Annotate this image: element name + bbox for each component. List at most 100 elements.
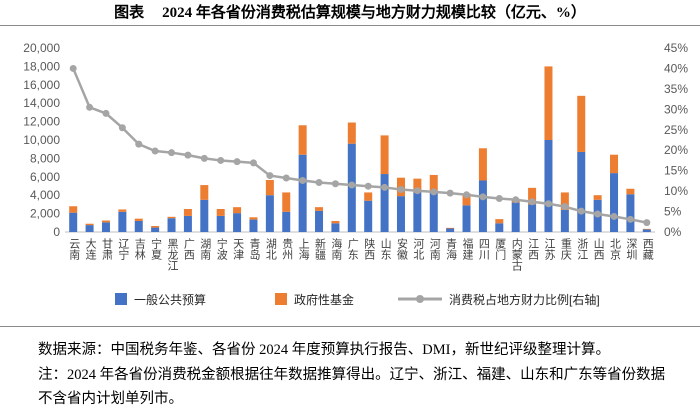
bar-government-fund: [577, 95, 586, 152]
bar-general-budget: [495, 223, 504, 232]
bar-government-fund: [200, 185, 209, 200]
bar-government-fund: [183, 209, 192, 216]
legend-label-tax-ratio: 消费税占地方财力比例[右轴]: [449, 292, 600, 307]
tax-ratio-marker: [626, 215, 634, 223]
bar-government-fund: [101, 220, 110, 223]
bar-general-budget: [364, 200, 373, 232]
tax-ratio-marker: [200, 154, 208, 162]
bar-government-fund: [429, 174, 438, 191]
x-tick-label: 甘肃: [100, 238, 113, 260]
bar-general-budget: [216, 215, 225, 232]
y-left-tick-label: 0: [53, 225, 60, 239]
y-left-tick-label: 12,000: [23, 115, 60, 129]
x-tick-label: 陕西: [362, 238, 375, 260]
x-tick-label: 江苏: [542, 238, 555, 260]
bar-government-fund: [118, 209, 127, 212]
note-line-1: 注：2024 年各省份消费税金额根据往年数据推算得出。辽宁、浙江、福建、山东和广…: [38, 367, 666, 383]
tax-ratio-marker: [282, 174, 290, 182]
consumption-tax-chart: 0 2,000 4,000 6,000 8,000 10,000 12,000 14,000 1…: [23, 41, 688, 239]
bar-government-fund: [528, 187, 537, 205]
x-tick-label: 广西: [182, 238, 195, 260]
bar-government-fund: [298, 125, 307, 155]
x-tick-label: 安徽: [395, 238, 408, 260]
bar-government-fund: [610, 154, 619, 174]
tax-ratio-marker: [577, 207, 585, 215]
tax-ratio-marker: [217, 156, 225, 164]
bar-general-budget: [315, 210, 324, 232]
y-left-tick-label: 2,000: [30, 207, 60, 221]
bar-general-budget: [396, 196, 405, 232]
bar-government-fund: [462, 193, 471, 206]
tax-ratio-marker: [266, 172, 274, 180]
y-right-tick-label: 20%: [664, 143, 688, 157]
x-tick-label: 内蒙古: [510, 238, 523, 271]
bar-general-budget: [462, 205, 471, 232]
x-tick-label: 江西: [526, 238, 539, 260]
y-right-tick-label: 15%: [664, 164, 688, 178]
bar-government-fund: [446, 227, 455, 229]
tax-ratio-marker: [594, 210, 602, 218]
x-tick-label: 北京: [608, 238, 621, 260]
bar-government-fund: [560, 192, 569, 210]
tax-ratio-marker: [463, 191, 471, 199]
x-tick-label: 黑龙江: [166, 238, 179, 271]
bar-general-budget: [233, 213, 242, 232]
tax-ratio-marker: [118, 124, 126, 132]
bar-government-fund: [265, 180, 274, 196]
x-tick-label: 厦门: [493, 238, 506, 260]
legend-label-general-budget: 一般公共预算: [134, 292, 207, 307]
bar-general-budget: [298, 154, 307, 232]
bar-government-fund: [626, 188, 635, 195]
y-right-tick-label: 40%: [664, 61, 688, 75]
bar-general-budget: [528, 204, 537, 232]
x-tick-label: 吉林: [133, 238, 146, 260]
bar-government-fund: [331, 220, 340, 224]
tax-ratio-marker: [561, 203, 569, 211]
x-tick-label: 浙江: [575, 238, 588, 260]
tax-ratio-marker: [446, 189, 454, 197]
y-left-tick-label: 6,000: [30, 170, 60, 184]
bar-government-fund: [85, 223, 94, 226]
bar-general-budget: [331, 223, 340, 232]
bar-general-budget: [151, 227, 160, 232]
tax-ratio-marker: [430, 188, 438, 196]
note-line-2: 不含省内计划单列市。: [38, 391, 183, 407]
bar-government-fund: [216, 209, 225, 216]
tax-ratio-marker: [610, 212, 618, 220]
tax-ratio-marker: [544, 200, 552, 208]
bar-government-fund: [315, 207, 324, 211]
tax-ratio-marker: [643, 219, 651, 227]
bar-general-budget: [413, 192, 422, 232]
bar-general-budget: [249, 219, 258, 232]
bar-general-budget: [577, 151, 586, 232]
chart-title-label: 图表: [114, 5, 145, 21]
tax-ratio-line: [72, 67, 648, 224]
bar-general-budget: [610, 173, 619, 232]
bar-government-fund: [347, 122, 356, 144]
x-tick-label: 山东: [379, 238, 392, 260]
x-tick-label: 青海: [444, 238, 457, 260]
bar-government-fund: [380, 135, 389, 175]
x-tick-label: 贵州: [280, 238, 293, 260]
tax-ratio-marker: [331, 180, 339, 188]
bar-general-budget: [429, 190, 438, 232]
x-tick-label: 广东: [346, 238, 359, 260]
bar-general-budget: [626, 194, 635, 232]
legend-swatch-government-fund: [275, 293, 287, 305]
x-tick-label: 天津: [231, 238, 244, 260]
bar-general-budget: [101, 222, 110, 232]
y-right-tick-label: 5%: [664, 205, 682, 219]
bar-general-budget: [200, 199, 209, 232]
bar-general-budget: [478, 180, 487, 232]
bar-general-budget: [134, 220, 143, 232]
x-tick-label: 青岛: [247, 238, 260, 260]
legend-item-general-budget: 一般公共预算: [115, 290, 206, 308]
tax-ratio-marker: [102, 109, 110, 117]
bar-government-fund: [151, 226, 160, 228]
bar-general-budget: [560, 209, 569, 232]
bar-general-budget: [167, 218, 176, 232]
bar-government-fund: [495, 219, 504, 224]
x-tick-label: 宁波: [215, 238, 228, 260]
x-tick-label: 大连: [84, 238, 97, 260]
y-left-tick-label: 8,000: [30, 151, 60, 165]
